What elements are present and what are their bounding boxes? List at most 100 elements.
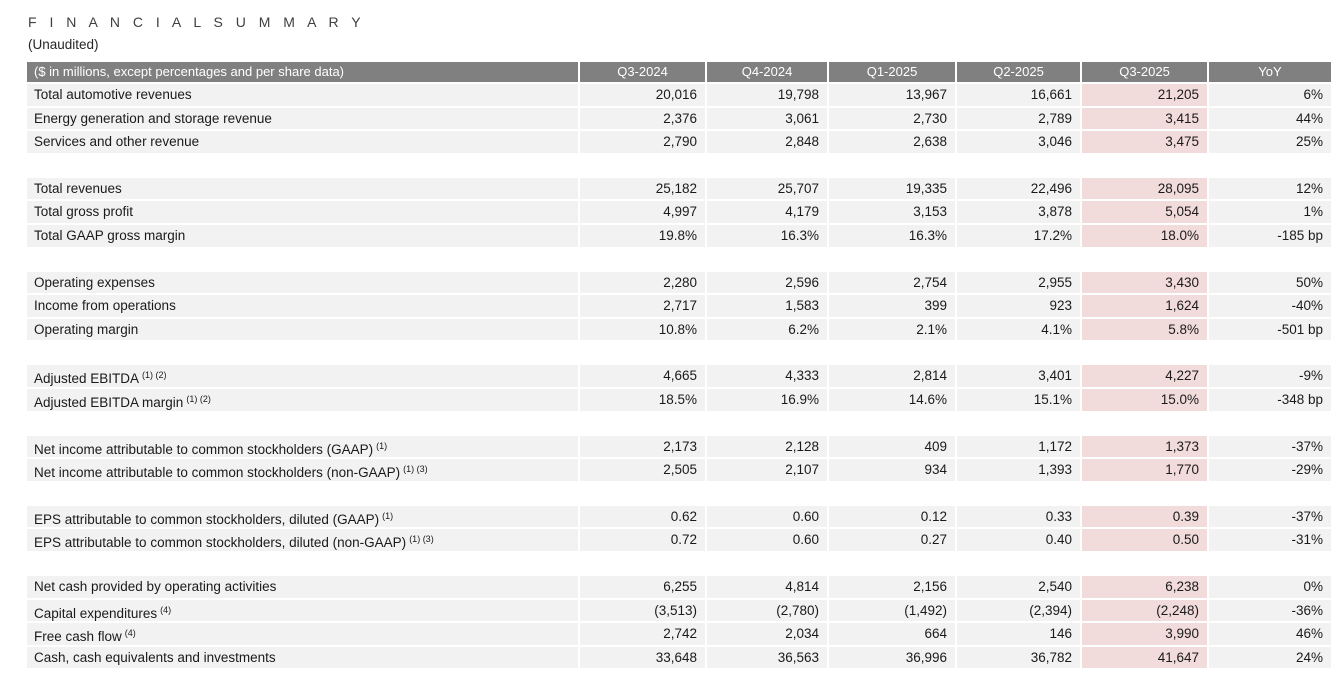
value-cell: 25,182 [578,177,705,200]
row-label-text: Adjusted EBITDA margin [34,394,184,410]
table-row: Adjusted EBITDA margin (1) (2) 18.5% 16.9% 1… [27,388,1331,413]
value-cell: 4,814 [705,575,827,598]
value-cell: 4,333 [705,365,827,387]
value-cell: 2,742 [578,623,705,645]
value-cell: 664 [827,623,955,645]
value-cell: 6,238 [1080,575,1207,598]
row-label-text: Total GAAP gross margin [34,227,186,243]
value-cell: -37% [1207,505,1331,528]
row-label-text: Energy generation and storage revenue [34,110,272,126]
row-label-text: Cash, cash equivalents and investments [34,649,276,665]
row-label-text: Total revenues [34,180,122,196]
value-cell: 1% [1207,201,1331,223]
row-label: Energy generation and storage revenue [27,107,578,130]
value-cell: 3,046 [955,131,1080,153]
value-cell: (1,492) [827,599,955,622]
table-row: EPS attributable to common stockholders,… [27,529,1331,553]
table-row: Adjusted EBITDA (1) (2) 4,665 4,333 2,814 3,4… [27,365,1331,389]
table-row: Net income attributable to common stockh… [27,459,1331,483]
value-cell: 0.33 [955,505,1080,528]
page-title: F I N A N C I A L S U M M A R Y [28,14,366,30]
value-cell: 12% [1207,177,1331,200]
row-label: Operating expenses [27,271,578,294]
value-cell: 1,172 [955,435,1080,458]
row-label-text: Total automotive revenues [34,87,192,102]
value-cell: 2,730 [827,107,955,130]
value-cell: 3,430 [1080,271,1207,294]
value-cell: 0.39 [1080,505,1207,528]
value-cell: 46% [1207,623,1331,645]
row-label: Total revenues [27,177,578,200]
value-cell: 0.12 [827,505,955,528]
value-cell: 2,754 [827,271,955,294]
row-label: Total automotive revenues [27,84,578,106]
row-label: Net cash provided by operating activitie… [27,575,578,598]
value-cell: 16,661 [955,84,1080,106]
value-cell: 2,848 [705,131,827,153]
value-cell: 2,156 [827,575,955,598]
value-cell: 44% [1207,107,1331,130]
value-cell: 6.2% [705,318,827,341]
table-row: Operating expenses 2,280 2,596 2,754 2,955 3,… [27,271,1331,296]
value-cell: 2,789 [955,107,1080,130]
value-cell: 22,496 [955,177,1080,200]
table-row: Services and other revenue 2,790 2,848 2,63… [27,131,1331,155]
value-cell: 0.40 [955,529,1080,551]
row-label: Total gross profit [27,201,578,223]
value-cell: 1,373 [1080,435,1207,458]
value-cell: 0.60 [705,505,827,528]
value-cell: 0.60 [705,529,827,551]
value-cell: 2,596 [705,271,827,294]
table-row: Operating margin 10.8% 6.2% 2.1% 4.1% 5.8% -50… [27,318,1331,343]
value-cell: 2,790 [578,131,705,153]
value-cell: -37% [1207,435,1331,458]
value-cell: 13,967 [827,84,955,106]
value-cell: 36,782 [955,646,1080,669]
value-cell: 1,624 [1080,295,1207,317]
value-cell: 25% [1207,131,1331,153]
value-cell: 10.8% [578,318,705,341]
value-cell: 4,179 [705,201,827,223]
value-cell: 923 [955,295,1080,317]
value-cell: 5.8% [1080,318,1207,341]
value-cell: 41,647 [1080,646,1207,669]
row-label: Net income attributable to common stockh… [27,435,578,458]
table-row: Total GAAP gross margin 19.8% 16.3% 16.3% 17… [27,224,1331,249]
table-row: Total revenues 25,182 25,707 19,335 22,496 28… [27,177,1331,202]
row-label: Total GAAP gross margin [27,224,578,247]
value-cell: 15.1% [955,388,1080,411]
row-label: Income from operations [27,295,578,317]
value-cell: 25,707 [705,177,827,200]
table-row: Income from operations 2,717 1,583 399 923 1,… [27,295,1331,319]
table-row: Capital expenditures (4) (3,513) (2,780) (1,… [27,599,1331,624]
footnote-ref: (1) (2) [142,370,167,381]
row-label-text: Free cash flow [34,629,122,645]
row-label: Adjusted EBITDA (1) (2) [27,365,578,387]
row-label: Adjusted EBITDA margin (1) (2) [27,388,578,411]
row-label-text: Total gross profit [34,204,134,220]
value-cell: 19,335 [827,177,955,200]
value-cell: 2.1% [827,318,955,341]
table-header-row: ($ in millions, except percentages and p… [27,62,1331,84]
value-cell: 2,128 [705,435,827,458]
row-label-text: Operating margin [34,321,139,337]
value-cell: 2,034 [705,623,827,645]
value-cell: 24% [1207,646,1331,669]
value-cell: 0% [1207,575,1331,598]
value-cell: 36,563 [705,646,827,669]
value-cell: 15.0% [1080,388,1207,411]
value-cell: 1,583 [705,295,827,317]
footnote-ref: (1) [382,510,394,521]
footnote-ref: (1) (2) [186,393,211,404]
table-body: Total automotive revenues 20,016 19,798 13,… [27,84,1331,671]
value-cell: -9% [1207,365,1331,387]
value-cell: 4,997 [578,201,705,223]
section-spacer [27,342,1331,366]
row-label-text: Operating expenses [34,274,155,290]
row-label-text: EPS attributable to common stockholders,… [34,535,407,551]
table-row: Cash, cash equivalents and investments 33… [27,646,1331,671]
footnote-ref: (1) (3) [403,464,428,475]
value-cell: -501 bp [1207,318,1331,341]
footnote-ref: (1) [376,440,388,451]
